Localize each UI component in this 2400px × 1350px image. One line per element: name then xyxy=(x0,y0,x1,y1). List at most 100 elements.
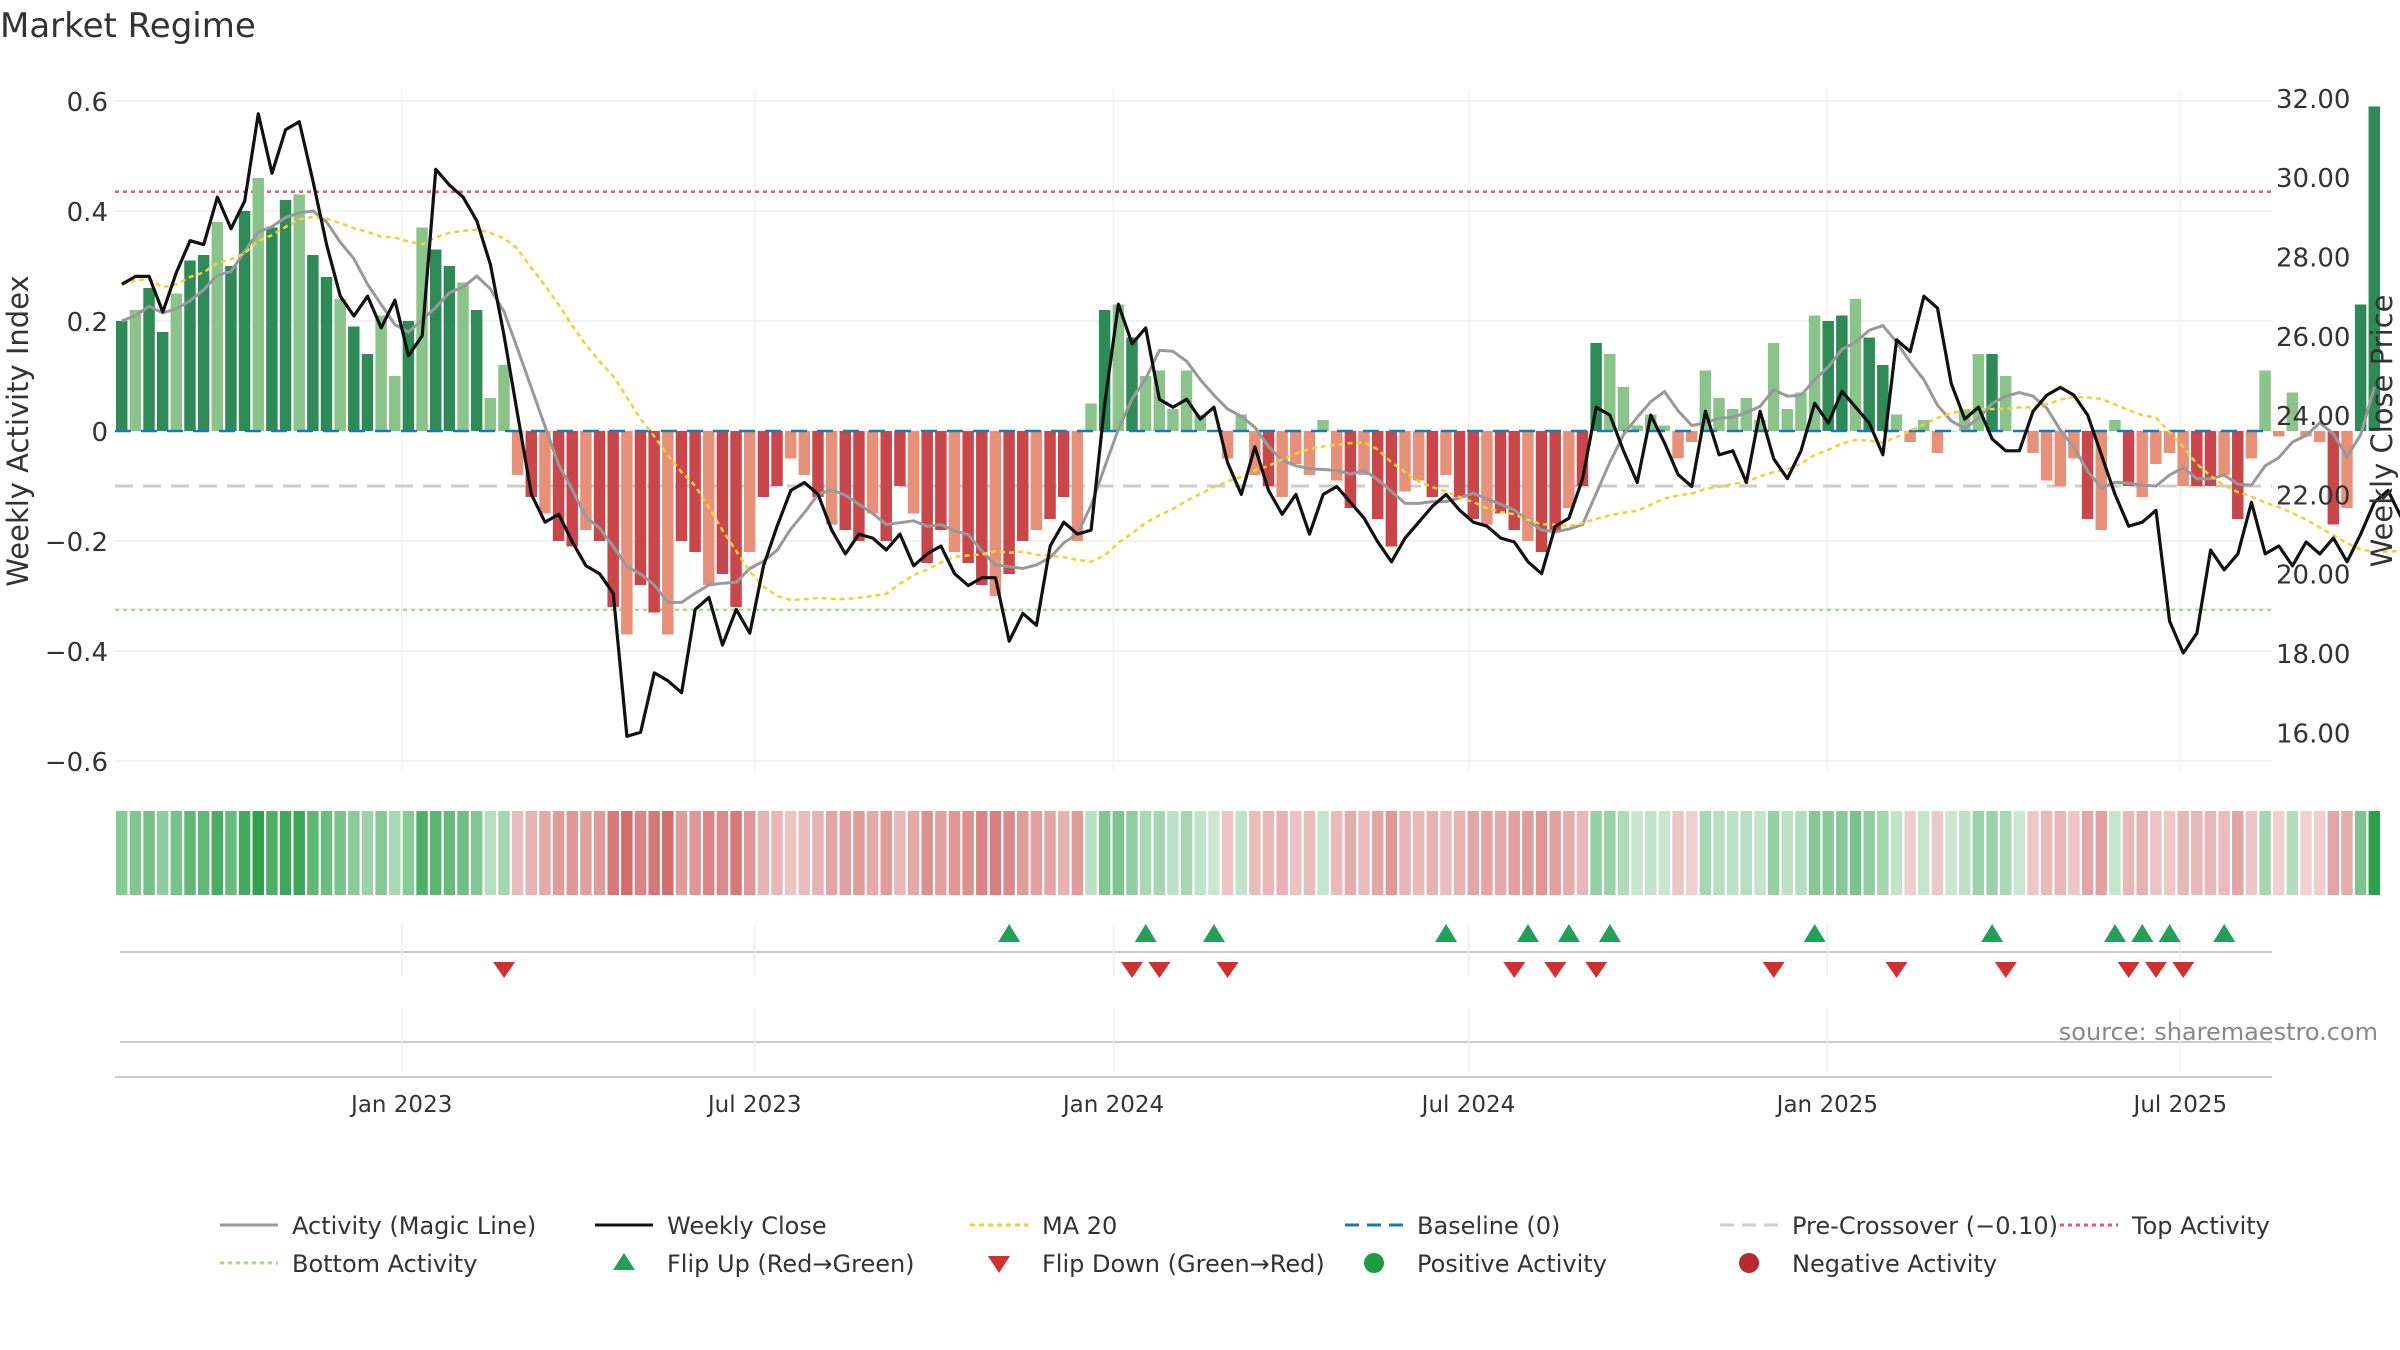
flip-up-marker xyxy=(1134,924,1157,942)
activity-bar xyxy=(962,431,974,563)
flip-up-marker xyxy=(2158,924,2181,942)
flip-down-marker xyxy=(1885,962,1908,978)
strip-cell xyxy=(348,811,360,895)
strip-cell xyxy=(1385,811,1398,895)
legend-swatch-flip-up xyxy=(613,1253,635,1270)
activity-bar xyxy=(1877,365,1889,431)
strip-cell xyxy=(2163,811,2176,895)
strip-cell xyxy=(1494,811,1507,895)
activity-bar xyxy=(470,310,483,431)
strip-cell xyxy=(2232,811,2244,895)
flip-down-marker xyxy=(493,962,516,978)
strip-cell xyxy=(771,811,783,895)
strip-cell xyxy=(607,811,619,895)
strip-cell xyxy=(1139,811,1152,895)
strip-cell xyxy=(798,811,811,895)
strip-cell xyxy=(279,811,292,895)
activity-bar xyxy=(1371,431,1384,519)
strip-cell xyxy=(2122,811,2135,895)
strip-cell xyxy=(389,811,401,895)
activity-bar xyxy=(1221,431,1234,459)
activity-bar xyxy=(648,431,660,613)
activity-bar xyxy=(675,431,688,541)
strip-cell xyxy=(976,811,988,895)
strip-cell xyxy=(580,811,592,895)
left-y-axis: 0.6 0.4 0.2 0 −0.2 −0.4 −0.6 xyxy=(45,88,108,778)
flip-down-marker xyxy=(1503,962,1526,978)
strip-cell xyxy=(525,811,538,895)
strip-cell xyxy=(839,811,852,895)
strip-cell xyxy=(2341,811,2353,895)
activity-bar xyxy=(1617,387,1630,431)
activity-bar xyxy=(1003,431,1015,574)
y2-tick-label: 18.00 xyxy=(2276,640,2350,670)
activity-bar xyxy=(1030,431,1043,530)
x-axis: Jan 2023 Jul 2023 Jan 2024 Jul 2024 Jan 2025… xyxy=(115,1076,2272,1118)
activity-bar xyxy=(484,398,497,431)
strip-cell xyxy=(743,811,756,895)
activity-bar xyxy=(1385,431,1398,547)
strip-cell xyxy=(470,811,483,895)
activity-bar xyxy=(894,431,906,486)
strip-cell xyxy=(1249,811,1261,895)
strip-cell xyxy=(703,811,715,895)
strip-cell xyxy=(1685,811,1698,895)
activity-bar xyxy=(757,431,770,497)
strip-cell xyxy=(1631,811,1643,895)
flip-down-marker xyxy=(2144,962,2167,978)
activity-bar xyxy=(907,431,920,514)
strip-cell xyxy=(1481,811,1493,895)
strip-cell xyxy=(1235,811,1247,895)
strip-cell xyxy=(416,811,428,895)
activity-bar xyxy=(1344,431,1357,508)
activity-bar xyxy=(1085,403,1097,431)
y2-tick-label: 22.00 xyxy=(2276,481,2350,511)
flip-down-marker xyxy=(1585,962,1608,978)
flip-up-marker xyxy=(1435,924,1458,942)
activity-bar xyxy=(2245,431,2258,459)
activity-bar xyxy=(293,194,305,431)
activity-bar xyxy=(1740,398,1753,431)
flip-down-marker xyxy=(1148,962,1171,978)
strip-cell xyxy=(2286,811,2299,895)
strip-cell xyxy=(2040,811,2053,895)
activity-bar xyxy=(1549,431,1561,530)
strip-cell xyxy=(375,811,387,895)
strip-cell xyxy=(1085,811,1097,895)
activity-bar xyxy=(1126,337,1138,431)
activity-bar xyxy=(1658,425,1671,431)
activity-bar xyxy=(525,431,538,497)
strip-cell xyxy=(1371,811,1384,895)
activity-bar xyxy=(334,299,346,431)
strip-cell xyxy=(2150,811,2162,895)
legend-label: Pre-Crossover (−0.10) xyxy=(1792,1212,2058,1240)
strip-cell xyxy=(1576,811,1589,895)
flip-markers-panel xyxy=(120,924,2272,978)
strip-cell xyxy=(211,811,224,895)
activity-bar xyxy=(170,293,183,431)
activity-bar xyxy=(2122,431,2135,486)
activity-bar xyxy=(1904,431,1916,442)
activity-bar xyxy=(1481,431,1493,525)
activity-bar xyxy=(552,431,565,541)
strip-cell xyxy=(1194,811,1206,895)
strip-cell xyxy=(156,811,169,895)
strip-cell xyxy=(552,811,565,895)
activity-bar xyxy=(771,431,783,486)
activity-bar xyxy=(1808,315,1821,431)
strip-cell xyxy=(1972,811,1985,895)
strip-cell xyxy=(1918,811,1930,895)
activity-bar xyxy=(2354,304,2367,431)
activity-bar xyxy=(689,431,701,552)
strip-cell xyxy=(1726,811,1739,895)
activity-bar xyxy=(1290,431,1302,464)
strip-cell xyxy=(1767,811,1780,895)
strip-cell xyxy=(812,811,824,895)
activity-bar xyxy=(853,431,865,541)
x-tick-label: Jul 2025 xyxy=(2132,1092,2228,1118)
activity-bar xyxy=(1167,409,1179,431)
y2-tick-label: 28.00 xyxy=(2276,244,2350,274)
legend-label: MA 20 xyxy=(1042,1212,1117,1240)
activity-bar xyxy=(2136,431,2148,497)
strip-cell xyxy=(2218,811,2230,895)
